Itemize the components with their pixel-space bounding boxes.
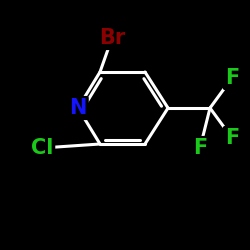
Text: F: F xyxy=(225,68,239,88)
Text: N: N xyxy=(69,98,87,118)
Text: F: F xyxy=(225,128,239,148)
Text: Cl: Cl xyxy=(31,138,53,158)
Text: F: F xyxy=(193,138,207,158)
Text: Br: Br xyxy=(99,28,125,48)
